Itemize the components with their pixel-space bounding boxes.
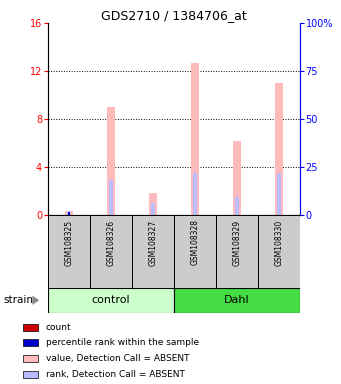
Bar — [23, 355, 38, 362]
Bar — [48, 215, 90, 288]
Bar — [275, 83, 283, 215]
Bar — [277, 173, 281, 215]
Text: count: count — [46, 323, 71, 332]
Bar — [90, 215, 132, 288]
Title: GDS2710 / 1384706_at: GDS2710 / 1384706_at — [101, 9, 247, 22]
Text: control: control — [91, 295, 130, 306]
Bar — [235, 197, 239, 215]
Bar — [109, 180, 113, 215]
Text: GSM108325: GSM108325 — [64, 219, 73, 266]
Text: GSM108328: GSM108328 — [190, 219, 199, 265]
Text: GSM108327: GSM108327 — [148, 219, 158, 266]
Text: GSM108330: GSM108330 — [275, 219, 284, 266]
Bar — [174, 288, 300, 313]
Bar — [23, 324, 38, 331]
Text: GSM108326: GSM108326 — [106, 219, 115, 266]
Bar — [149, 194, 157, 215]
Bar — [107, 107, 115, 215]
Text: Dahl: Dahl — [224, 295, 250, 306]
Bar — [68, 212, 70, 215]
Bar — [132, 215, 174, 288]
Bar — [174, 215, 216, 288]
Bar — [23, 339, 38, 346]
Bar — [258, 215, 300, 288]
Text: rank, Detection Call = ABSENT: rank, Detection Call = ABSENT — [46, 369, 184, 379]
Text: percentile rank within the sample: percentile rank within the sample — [46, 338, 199, 347]
Bar — [193, 173, 197, 215]
Bar — [216, 215, 258, 288]
Text: strain: strain — [3, 295, 33, 305]
Bar — [151, 203, 154, 215]
Text: value, Detection Call = ABSENT: value, Detection Call = ABSENT — [46, 354, 189, 363]
Bar — [65, 212, 73, 215]
Text: GSM108329: GSM108329 — [233, 219, 241, 266]
Bar — [23, 371, 38, 377]
Bar — [67, 211, 71, 215]
Bar — [191, 63, 199, 215]
Bar — [48, 288, 174, 313]
Bar — [233, 141, 241, 215]
